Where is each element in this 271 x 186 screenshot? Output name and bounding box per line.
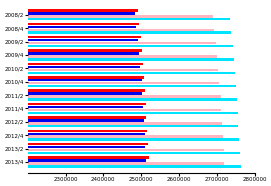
Bar (28, 133, 144, 135)
Bar (28, 89, 145, 92)
Bar (28, 31, 231, 34)
Bar (28, 82, 220, 84)
Bar (28, 42, 216, 44)
Bar (28, 106, 143, 108)
Bar (28, 15, 213, 17)
Bar (28, 146, 145, 148)
Bar (28, 69, 218, 71)
Bar (28, 92, 142, 95)
Bar (28, 165, 241, 168)
Bar (28, 76, 144, 78)
Bar (28, 103, 146, 105)
Bar (28, 119, 144, 122)
Bar (28, 112, 238, 114)
Bar (28, 25, 136, 28)
Bar (28, 52, 139, 55)
Bar (28, 63, 143, 65)
Bar (28, 122, 222, 124)
Bar (28, 130, 147, 132)
Bar (28, 125, 238, 127)
Bar (28, 159, 146, 162)
Bar (28, 95, 221, 98)
Bar (28, 143, 148, 145)
Bar (28, 9, 138, 12)
Bar (28, 152, 240, 154)
Bar (28, 66, 140, 68)
Bar (28, 85, 236, 87)
Bar (28, 36, 141, 38)
Bar (28, 23, 139, 25)
Bar (28, 45, 233, 47)
Bar (28, 49, 142, 52)
Bar (28, 116, 146, 119)
Bar (28, 149, 224, 151)
Bar (28, 58, 234, 61)
Bar (28, 55, 217, 58)
Bar (28, 39, 138, 41)
Bar (28, 138, 239, 141)
Bar (28, 156, 149, 159)
Bar (28, 79, 141, 81)
Bar (28, 72, 235, 74)
Bar (28, 28, 214, 31)
Bar (28, 98, 237, 101)
Bar (28, 109, 221, 111)
Bar (28, 18, 230, 20)
Bar (28, 135, 223, 138)
Bar (28, 162, 224, 165)
Bar (28, 12, 135, 15)
